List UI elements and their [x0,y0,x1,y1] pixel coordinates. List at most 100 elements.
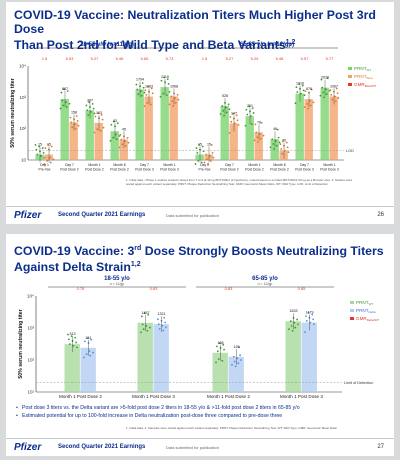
data-point [168,91,171,93]
data-point [46,159,49,162]
y-axis-label: 50% serum neutralizing titer [18,309,24,378]
bar [85,110,94,160]
data-point [287,151,290,154]
data-point [201,145,204,148]
bar [295,93,304,160]
data-point [112,136,115,139]
data-point [140,90,142,92]
data-point [71,126,74,129]
data-point [250,115,252,118]
legend-entry-sub: Delta [369,310,376,314]
data-point [44,147,47,149]
data-point [165,326,167,329]
data-point [92,107,95,110]
value-label: 153 [96,111,102,115]
data-point [90,338,93,341]
gmr-label: 5.27 [91,56,100,61]
slide1-footnotes: 1. Initial data - Phase 1 studies subjec… [126,178,353,186]
data-point [34,143,37,146]
slide2-footer: Pfizer Second Quarter 2021 Earnings Data… [6,438,394,456]
data-point [144,89,147,92]
data-point [174,97,176,99]
data-point [286,146,289,149]
data-point [325,88,327,91]
data-point [135,83,138,86]
data-point [102,126,105,129]
legend-entry-sub: WT [369,302,374,306]
data-point [149,326,151,329]
data-point [147,313,150,316]
data-point [281,152,284,155]
bar [153,324,169,392]
data-point [86,337,89,340]
y-tick-label: 10² [27,358,34,363]
data-point [313,323,315,326]
gmr-label: 5.29 [251,56,260,61]
data-point [230,120,233,123]
category-label-sub: Pre-Vax [199,168,211,172]
data-point [93,112,96,115]
footer-middle: Data submitted for publication [166,445,219,450]
slide1-title-line2: Than Post 2nd for Wild Type and Beta Var… [14,38,286,53]
category-label-sub: Post Dose 2 [220,168,239,172]
data-point [254,123,257,126]
data-point [65,101,67,104]
legend-entry: GMRDelta/WT [356,316,379,322]
category-label: Day 7 [300,163,309,167]
data-point [233,360,236,363]
data-point [323,96,325,99]
data-point [162,329,165,332]
bar [220,106,229,160]
data-point [237,124,240,126]
category-label-sub: Post Dose 3 [160,168,179,172]
value-label: 2032 [321,76,329,80]
data-point [174,101,177,104]
data-point [170,95,173,98]
data-point [68,102,71,105]
lod-label: Limit of Detection [344,381,373,385]
value-label: 528 [222,94,228,98]
data-point [223,114,226,117]
bar [229,123,238,160]
data-point [176,93,179,96]
data-point [113,120,115,123]
data-point [222,109,225,112]
gmr-label: 0.78 [77,286,86,291]
category-label: Day 7 [65,163,74,167]
data-point [291,329,294,332]
bar [64,344,80,392]
data-point [147,86,150,88]
bar [135,89,144,160]
data-point [94,115,97,118]
data-point [88,350,91,352]
gmr-label: 5.65 [141,56,150,61]
bar [301,322,317,392]
data-point [298,83,300,85]
data-point [218,342,221,345]
data-point [70,335,73,338]
data-point [239,354,242,357]
data-point [294,326,297,329]
data-point [205,153,208,156]
category-label: Day 1 [200,163,209,167]
data-point [245,108,248,111]
data-point [119,133,122,136]
data-point [115,138,118,141]
value-label: 251 [247,104,253,108]
data-point [136,88,139,91]
footer-quarter: Second Quarter 2021 Earnings [58,444,146,450]
category-label: Month 1 [323,163,335,167]
data-point [141,315,143,318]
data-point [259,137,262,140]
data-point [137,93,140,96]
data-point [225,111,228,114]
bar [279,150,288,160]
data-point [42,151,45,154]
slide1-title: COVID-19 Vaccine: Neutralization Titers … [14,8,386,52]
data-point [225,106,227,109]
legend-swatch [348,67,352,70]
legend-swatch [350,309,354,312]
data-point [41,147,44,149]
data-point [96,128,99,131]
data-point [74,123,76,125]
